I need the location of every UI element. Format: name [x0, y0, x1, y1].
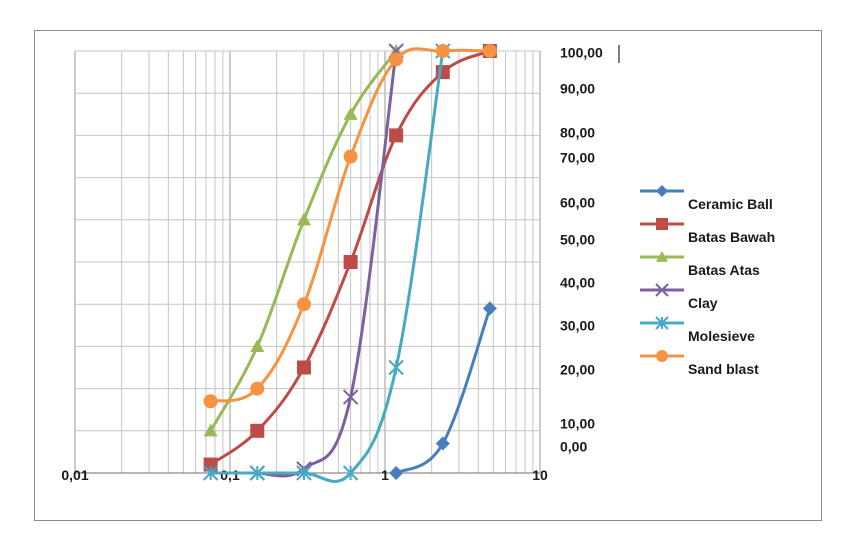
y-tick-label: 70,00 [560, 150, 595, 166]
legend-swatch-marker [655, 316, 669, 330]
data-point-sand-blast [343, 149, 358, 164]
data-point-ceramic-ball [435, 436, 450, 451]
data-point-sand-blast [203, 394, 218, 409]
legend-item-batas-bawah: Batas Bawah [640, 218, 775, 245]
grain-size-chart: 0,01 0,1 1 10 100,00 90,00 80,00 70,00 60,00 50,0… [61, 43, 775, 483]
y-tick-label: 20,00 [560, 362, 595, 378]
legend-swatch-marker [656, 185, 668, 197]
legend-swatch-marker [655, 283, 669, 297]
y-tick-label: 30,00 [560, 318, 595, 334]
data-point-molesieve [342, 465, 359, 481]
legend: Ceramic Ball Batas Bawah Batas Atas Clay Mol… [640, 185, 775, 377]
grid [74, 50, 541, 474]
data-point-molesieve [296, 465, 312, 481]
data-point-batas-bawah [343, 255, 358, 269]
data-point-batas-atas [203, 423, 218, 437]
y-tick-label: 80,00 [560, 125, 595, 141]
legend-item-sand-blast: Sand blast [640, 350, 759, 377]
data-point-molesieve [388, 359, 404, 376]
axes: 0,01 0,1 1 10 100,00 90,00 80,00 70,00 60,00 50,0… [61, 45, 620, 483]
legend-label: Clay [688, 295, 718, 311]
data-point-sand-blast [482, 44, 497, 58]
data-point-batas-atas [343, 107, 358, 120]
series-layer [202, 43, 497, 483]
legend-item-molesieve: Molesieve [640, 316, 755, 344]
x-tick-label: 1 [381, 467, 389, 483]
x-tick-label: 10 [532, 467, 548, 483]
y-tick-label: 90,00 [560, 81, 595, 97]
series-line-clay [257, 50, 398, 478]
data-point-ceramic-ball [482, 301, 497, 316]
legend-swatch-marker [656, 251, 668, 262]
data-point-sand-blast [250, 381, 265, 396]
series-molesieve [202, 43, 451, 483]
y-tick-label: 10,00 [560, 416, 595, 432]
y-tick-label: 0,00 [560, 439, 587, 455]
legend-swatch-marker [656, 218, 668, 230]
data-point-sand-blast [296, 297, 311, 312]
data-point-batas-bawah [250, 423, 265, 438]
legend-swatch-marker [656, 350, 668, 362]
legend-label: Molesieve [688, 328, 755, 344]
series-ceramic-ball [389, 301, 497, 480]
data-point-clay [342, 389, 359, 405]
x-tick-label: 0,01 [61, 467, 88, 483]
legend-item-ceramic-ball: Ceramic Ball [640, 185, 773, 212]
data-point-ceramic-ball [389, 466, 404, 480]
data-point-batas-bawah [389, 128, 404, 143]
chart-frame: 0,01 0,1 1 10 100,00 90,00 80,00 70,00 60,00 50,0… [34, 30, 822, 521]
data-point-batas-atas [296, 212, 311, 226]
y-tick-label: 100,00 [560, 45, 603, 61]
y-tick-label: 40,00 [560, 275, 595, 291]
series-sand-blast [203, 44, 497, 409]
legend-label: Batas Atas [688, 262, 760, 278]
legend-item-clay: Clay [640, 283, 718, 311]
legend-label: Sand blast [688, 361, 759, 377]
data-point-sand-blast [435, 44, 450, 58]
legend-item-batas-atas: Batas Atas [640, 251, 760, 278]
data-point-batas-bawah [203, 457, 218, 472]
data-point-sand-blast [389, 52, 404, 67]
data-point-batas-atas [250, 339, 265, 352]
data-point-molesieve [249, 465, 266, 481]
data-point-molesieve [202, 465, 219, 481]
y-tick-label: 60,00 [560, 195, 595, 211]
data-point-batas-bawah [296, 360, 311, 375]
legend-label: Batas Bawah [688, 229, 775, 245]
legend-label: Ceramic Ball [688, 196, 773, 212]
x-tick-label: 0,1 [220, 467, 240, 483]
y-tick-label: 50,00 [560, 232, 595, 248]
